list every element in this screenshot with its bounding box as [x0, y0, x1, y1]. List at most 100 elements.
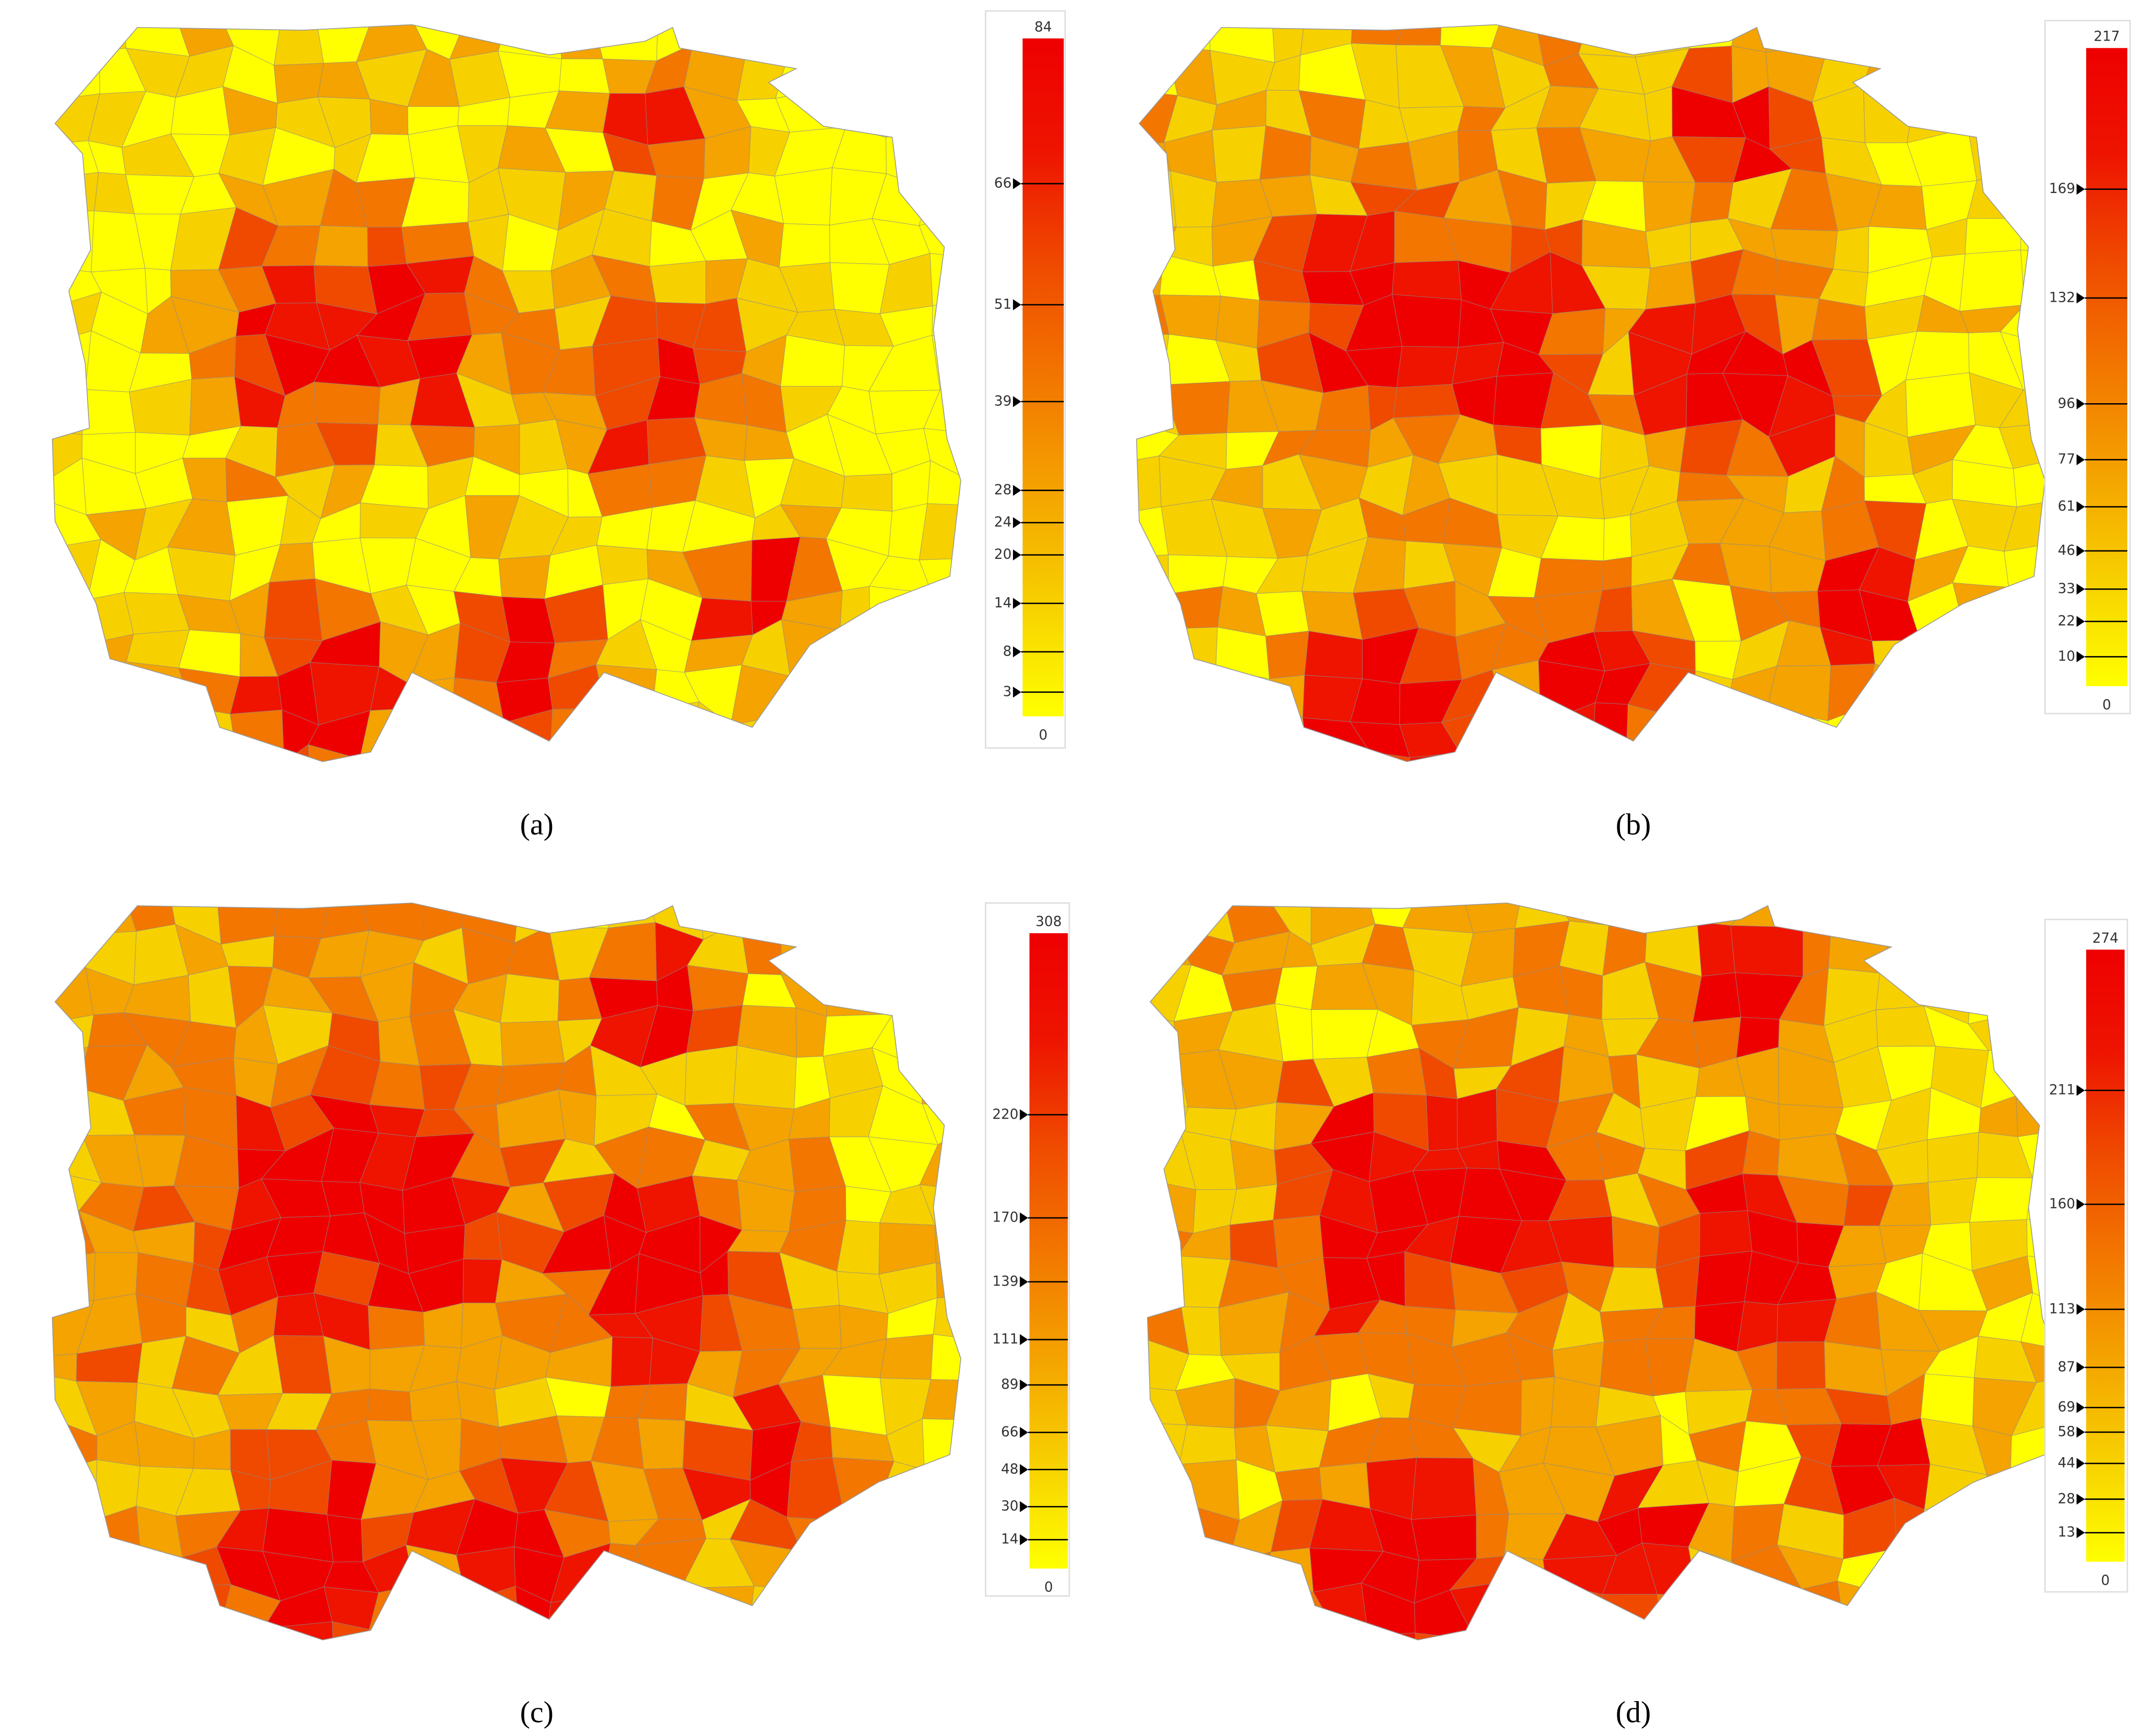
- map-region: [1964, 218, 2022, 254]
- map-region: [1500, 761, 1553, 762]
- map-region: [826, 749, 885, 762]
- map-region: [1136, 554, 1170, 595]
- map-region: [1660, 1626, 1706, 1640]
- map-region: [52, 210, 95, 273]
- map-region: [1411, 1457, 1477, 1520]
- map-region: [1402, 903, 1474, 934]
- map-region: [1215, 295, 1260, 349]
- map-region: [680, 1586, 755, 1640]
- map-region: [1865, 706, 1933, 751]
- tick-label: 170: [992, 1210, 1018, 1226]
- map-region: [274, 24, 324, 66]
- map-region: [1919, 1504, 1989, 1557]
- map-region: [792, 1305, 842, 1349]
- map-region: [840, 586, 870, 634]
- map-region: [1220, 1551, 1271, 1600]
- map-region: [468, 760, 511, 762]
- map-region: [1837, 1580, 1891, 1640]
- map-region: [882, 903, 933, 936]
- tick-arrow: [2076, 292, 2085, 304]
- map-region: [1521, 1377, 1555, 1436]
- tick-arrow: [2076, 1199, 2085, 1210]
- tick-label: 58: [2058, 1424, 2075, 1439]
- map-region: [917, 1623, 961, 1640]
- map-region: [823, 662, 884, 724]
- map-region: [500, 973, 560, 1023]
- map-region: [1392, 260, 1462, 300]
- map-region: [1167, 668, 1216, 721]
- map-region: [927, 903, 961, 936]
- tick-label: 160: [2049, 1196, 2075, 1212]
- map-region: [1179, 1586, 1241, 1638]
- map-region: [1147, 1464, 1180, 1515]
- map-region: [1367, 1632, 1419, 1640]
- map-region: [1136, 506, 1169, 559]
- tick-arrow: [2076, 1527, 2085, 1538]
- map-region: [729, 1635, 801, 1640]
- map-region: [2013, 1625, 2056, 1640]
- map-region: [1592, 702, 1628, 762]
- map-region: [684, 1045, 738, 1106]
- map-region: [922, 24, 961, 55]
- map-region: [1579, 744, 1641, 762]
- map-region: [1833, 1621, 1891, 1640]
- map-region: [1220, 1582, 1290, 1640]
- map-region: [923, 743, 961, 762]
- map-region: [683, 755, 741, 762]
- map-region: [1147, 1054, 1189, 1108]
- map-region: [1917, 924, 1972, 980]
- map-regions: [52, 903, 961, 1640]
- tick-label: 139: [992, 1274, 1018, 1289]
- map-region: [1229, 1184, 1278, 1226]
- map-region: [787, 1516, 849, 1553]
- map-region: [1136, 170, 1177, 228]
- map-region: [1968, 973, 2037, 1024]
- map-region: [1687, 24, 1738, 49]
- map-region: [1952, 582, 2009, 637]
- map-region: [1694, 1626, 1750, 1640]
- map-region: [368, 1305, 425, 1351]
- map-region: [966, 749, 1031, 796]
- map-region: [273, 1335, 332, 1394]
- map-region: [168, 1584, 232, 1640]
- map-region: [743, 24, 792, 56]
- color-scale: 217 0 10 22 33 46 61 77 96 132 169: [2044, 20, 2131, 715]
- map-region: [920, 1046, 961, 1109]
- tick-arrow: [1020, 1379, 1029, 1391]
- map-region: [2051, 751, 2112, 795]
- map-regions: [1136, 24, 2112, 795]
- map-region: [1827, 663, 1875, 722]
- map-panel: [52, 902, 961, 1641]
- color-scale: 274 0 13 28 44 58 69 87 113 160 211: [2044, 919, 2128, 1593]
- tick-label: 169: [2049, 181, 2075, 197]
- map-region: [1457, 1088, 1498, 1149]
- map-region: [1459, 752, 1511, 762]
- scale-max-label: 308: [1036, 914, 1062, 930]
- map-region: [919, 557, 961, 594]
- tick-label: 66: [994, 176, 1012, 191]
- map-region: [1136, 754, 1171, 762]
- tick-arrow: [1020, 1426, 1029, 1438]
- map-region: [52, 903, 89, 939]
- map-region: [1813, 742, 1885, 762]
- map-region: [1147, 1180, 1197, 1234]
- panel-caption: (c): [520, 1695, 554, 1729]
- map-region: [1608, 903, 1648, 927]
- map-region: [126, 1629, 184, 1640]
- map-region: [1158, 24, 1211, 51]
- map-region: [1828, 926, 1892, 974]
- tick-arrow: [1020, 1276, 1029, 1288]
- tick-arrow: [1013, 517, 1021, 529]
- map-region: [168, 1624, 222, 1640]
- tick-label: 20: [994, 547, 1012, 562]
- map-region: [1926, 1131, 1980, 1183]
- map-region: [1833, 226, 1869, 274]
- map-region: [497, 24, 562, 59]
- map-region: [734, 903, 782, 924]
- map-region: [367, 227, 407, 267]
- map-region: [610, 1336, 653, 1387]
- map-region: [928, 620, 961, 681]
- tick-label: 24: [994, 515, 1012, 530]
- map-region: [409, 755, 475, 762]
- map-region: [784, 714, 847, 750]
